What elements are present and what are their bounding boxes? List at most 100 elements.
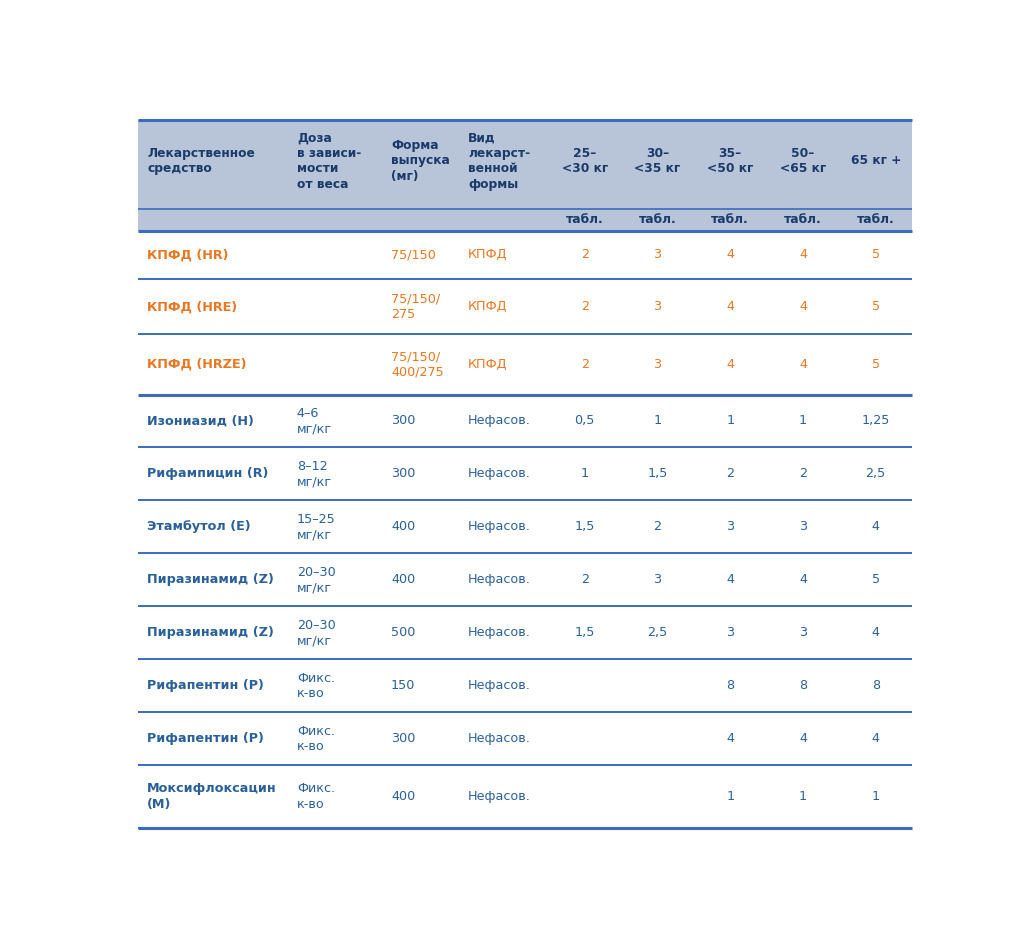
- Text: 500: 500: [391, 626, 416, 639]
- Text: КПФД: КПФД: [468, 300, 508, 313]
- Text: 2: 2: [581, 358, 589, 371]
- Text: 8: 8: [726, 680, 734, 693]
- Text: табл.: табл.: [857, 213, 895, 227]
- Bar: [137, 335, 912, 395]
- Text: Моксифлоксацин
(M): Моксифлоксацин (M): [147, 782, 276, 811]
- Text: табл.: табл.: [784, 213, 822, 227]
- Bar: [137, 765, 912, 828]
- Text: 3: 3: [726, 521, 734, 533]
- Text: 20–30
мг/кг: 20–30 мг/кг: [297, 566, 336, 594]
- Bar: [137, 120, 912, 209]
- Text: 400: 400: [391, 521, 415, 533]
- Text: 8–12
мг/кг: 8–12 мг/кг: [297, 460, 332, 488]
- Text: Нефасов.: Нефасов.: [468, 415, 530, 428]
- Text: Рифапентин (P): Рифапентин (P): [147, 732, 264, 745]
- Text: 5: 5: [871, 358, 880, 371]
- Text: 35–
<50 кг: 35– <50 кг: [707, 147, 754, 175]
- Text: 300: 300: [391, 732, 416, 745]
- Text: 75/150: 75/150: [391, 248, 436, 261]
- Text: 300: 300: [391, 415, 416, 428]
- Text: Пиразинамид (Z): Пиразинамид (Z): [147, 573, 274, 587]
- Text: 65 кг +: 65 кг +: [851, 154, 901, 167]
- Text: 2: 2: [581, 248, 589, 261]
- Bar: [137, 500, 912, 554]
- Text: 8: 8: [871, 680, 880, 693]
- Bar: [137, 606, 912, 659]
- Text: 1: 1: [653, 415, 662, 428]
- Text: 2,5: 2,5: [647, 626, 668, 639]
- Text: 4: 4: [799, 732, 807, 745]
- Text: 400: 400: [391, 573, 415, 587]
- Text: 3: 3: [653, 300, 662, 313]
- Text: табл.: табл.: [639, 213, 676, 227]
- Text: Доза
в зависи-
мости
от веса: Доза в зависи- мости от веса: [297, 132, 361, 191]
- Text: Этамбутол (E): Этамбутол (E): [147, 521, 251, 533]
- Text: Пиразинамид (Z): Пиразинамид (Z): [147, 626, 274, 639]
- Text: Фикс.
к-во: Фикс. к-во: [297, 671, 335, 700]
- Text: 4: 4: [799, 358, 807, 371]
- Text: табл.: табл.: [712, 213, 750, 227]
- Text: 0,5: 0,5: [574, 415, 595, 428]
- Text: Нефасов.: Нефасов.: [468, 573, 530, 587]
- Text: Рифампицин (R): Рифампицин (R): [147, 467, 268, 480]
- Bar: [137, 659, 912, 713]
- Text: 1: 1: [799, 415, 807, 428]
- Text: 75/150/
275: 75/150/ 275: [391, 292, 440, 321]
- Text: Лекарственное
средство: Лекарственное средство: [147, 147, 255, 175]
- Text: 5: 5: [871, 248, 880, 261]
- Text: Форма
выпуска
(мг): Форма выпуска (мг): [391, 139, 450, 183]
- Text: 3: 3: [653, 248, 662, 261]
- Text: 1: 1: [581, 467, 589, 480]
- Text: Изониазид (H): Изониазид (H): [147, 415, 254, 428]
- Text: Нефасов.: Нефасов.: [468, 467, 530, 480]
- Bar: [137, 713, 912, 765]
- Text: 2,5: 2,5: [865, 467, 886, 480]
- Text: КПФД (HRE): КПФД (HRE): [147, 300, 238, 313]
- Text: 1,5: 1,5: [574, 521, 595, 533]
- Text: 5: 5: [871, 573, 880, 587]
- Bar: [137, 447, 912, 500]
- Text: 4: 4: [726, 248, 734, 261]
- Text: 4: 4: [726, 573, 734, 587]
- Text: 5: 5: [871, 300, 880, 313]
- Text: 1: 1: [871, 791, 880, 803]
- Text: 4: 4: [799, 300, 807, 313]
- Text: Нефасов.: Нефасов.: [468, 791, 530, 803]
- Text: 400: 400: [391, 791, 415, 803]
- Text: 4: 4: [799, 248, 807, 261]
- Text: 2: 2: [726, 467, 734, 480]
- Text: 1,5: 1,5: [574, 626, 595, 639]
- Text: 4: 4: [726, 300, 734, 313]
- Text: 4: 4: [799, 573, 807, 587]
- Text: 4: 4: [871, 521, 880, 533]
- Text: Нефасов.: Нефасов.: [468, 521, 530, 533]
- Bar: [137, 554, 912, 606]
- Text: 20–30
мг/кг: 20–30 мг/кг: [297, 619, 336, 647]
- Text: 3: 3: [653, 358, 662, 371]
- Text: 15–25
мг/кг: 15–25 мг/кг: [297, 512, 336, 541]
- Text: КПФД: КПФД: [468, 248, 508, 261]
- Bar: [137, 395, 912, 447]
- Text: Нефасов.: Нефасов.: [468, 680, 530, 693]
- Text: 300: 300: [391, 467, 416, 480]
- Text: табл.: табл.: [566, 213, 603, 227]
- Text: 3: 3: [799, 521, 807, 533]
- Text: 3: 3: [726, 626, 734, 639]
- Text: КПФД: КПФД: [468, 358, 508, 371]
- Bar: [137, 231, 912, 279]
- Text: 3: 3: [799, 626, 807, 639]
- Text: 4: 4: [871, 626, 880, 639]
- Text: 2: 2: [581, 300, 589, 313]
- Text: 1: 1: [799, 791, 807, 803]
- Text: 2: 2: [653, 521, 662, 533]
- Text: 30–
<35 кг: 30– <35 кг: [634, 147, 681, 175]
- Text: 50–
<65 кг: 50– <65 кг: [780, 147, 826, 175]
- Text: КПФД (HR): КПФД (HR): [147, 248, 228, 261]
- Text: Нефасов.: Нефасов.: [468, 626, 530, 639]
- Text: Нефасов.: Нефасов.: [468, 732, 530, 745]
- Text: Вид
лекарст-
венной
формы: Вид лекарст- венной формы: [468, 132, 530, 191]
- Bar: [137, 279, 912, 335]
- Text: 4: 4: [871, 732, 880, 745]
- Text: Рифапентин (P): Рифапентин (P): [147, 680, 264, 693]
- Text: 3: 3: [653, 573, 662, 587]
